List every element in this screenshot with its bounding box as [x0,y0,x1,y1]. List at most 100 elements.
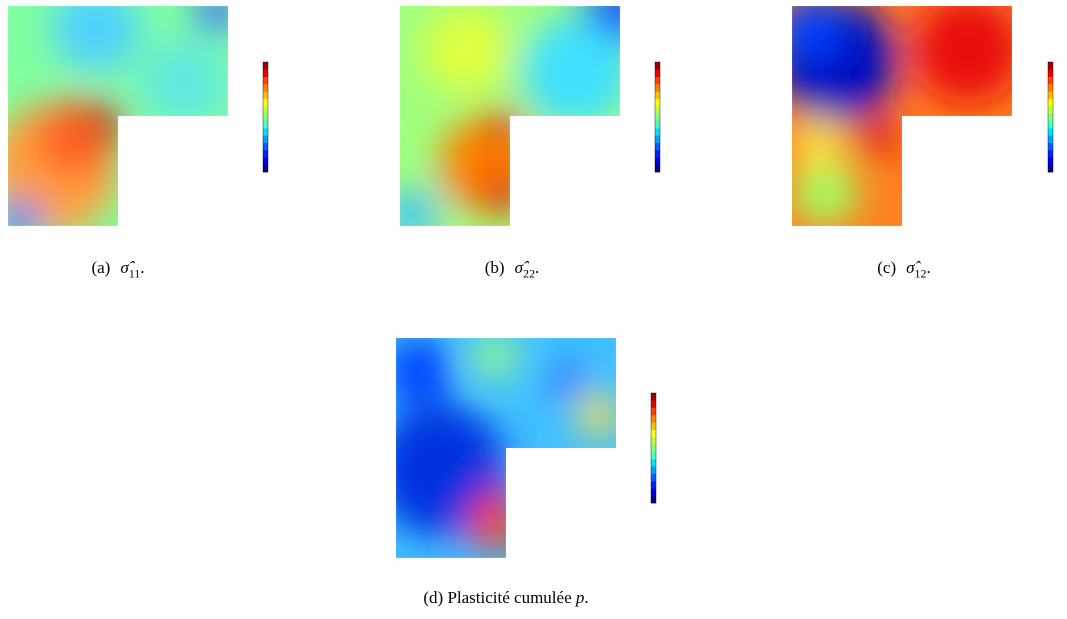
field-blob [8,199,41,226]
field-blob [853,116,898,160]
caption-symbol: σ̂ [514,258,523,277]
colorbar-segment [263,98,268,107]
field-blob [195,6,228,33]
colorbar-segment [263,128,268,136]
colorbar-segment [655,98,660,107]
field-blob [485,109,521,145]
contour-plot [792,6,1054,226]
mesh [396,338,616,558]
colorbar-segment [263,84,268,92]
caption-end: . [926,258,931,277]
colorbar-segment [655,150,660,158]
colorbar-segment [1048,157,1053,165]
caption-label: (d) [423,588,444,607]
contour-plot [400,6,661,226]
colorbar-segment [655,69,660,77]
field-blob [422,6,510,94]
colorbar-frame [650,392,657,504]
colorbar-segment [263,142,268,151]
field-blob [792,115,845,169]
colorbar-segment [655,106,660,114]
field-blob [490,481,513,503]
caption-symbol: σ̂ [120,258,129,277]
caption-subscript: 11 [128,266,141,281]
colorbar-frame [262,61,269,173]
field [8,6,228,226]
mesh [792,6,1012,226]
caption-end: . [584,588,589,607]
caption-label: (b) [484,258,505,277]
colorbar-segment [1048,76,1053,85]
colorbar-segment [263,91,268,99]
field-blob [481,171,526,215]
colorbar-segment [651,459,656,467]
mesh [400,6,620,226]
colorbar-segment [655,142,660,151]
caption-end: . [534,258,540,277]
caption-a: (a) σ̂11. [91,258,144,281]
caption-symbol: σ̂ [906,258,915,277]
colorbar-segment [1048,135,1053,143]
colorbar-segment [651,429,656,438]
colorbar-segment [1048,69,1053,77]
colorbar-segment [651,407,656,416]
colorbar-segment [651,481,656,489]
caption-b: (b) σ̂22. [485,258,539,281]
field-blob [89,105,125,141]
colorbar-segment [263,113,268,121]
field-blob [792,160,858,226]
colorbar-segment [651,400,656,408]
field-blob [473,338,517,378]
caption-subscript: 12 [914,266,927,281]
field-blob [913,6,1012,105]
colorbar-segment [1048,91,1053,99]
field [792,6,1012,226]
colorbar-segment [1048,84,1053,92]
field-blob [400,188,438,226]
colorbar-frame [1047,61,1054,173]
colorbar-segment [651,393,656,401]
colorbar-segment [263,135,268,143]
colorbar-segment [655,164,660,173]
contour-plot [8,6,269,226]
colorbar-segment [1048,62,1053,70]
field-blobs [400,6,620,226]
colorbar-segment [655,120,660,129]
caption-label: (c) [877,258,897,277]
field-blob [521,17,620,127]
colorbar-segment [263,157,268,165]
caption-text: Plasticité cumulée [447,588,572,607]
colorbar-segment [655,157,660,165]
colorbar-segment [1048,150,1053,158]
mesh [8,6,228,226]
colorbar-segment [655,76,660,85]
colorbar-segment [651,444,656,452]
colorbar-segment [1048,113,1053,121]
caption-c: (c) σ̂12. [877,258,931,281]
colorbar-segment [1048,98,1053,107]
field [396,338,616,558]
colorbar-segment [655,135,660,143]
colorbar-segment [651,473,656,482]
field [400,6,620,226]
colorbar-segment [655,91,660,99]
colorbar-segment [263,106,268,114]
colorbar-segment [1048,142,1053,151]
colorbar-segment [263,150,268,158]
colorbar-segment [655,62,660,70]
colorbar-segment [1048,128,1053,136]
field-blob [792,6,843,61]
colorbar-segment [651,466,656,474]
field-blobs [396,338,616,552]
field-blob [396,338,451,404]
contour-plot [396,338,657,558]
caption-variable: p [575,588,585,607]
colorbar-segment [651,488,656,496]
colorbar-segment [651,422,656,430]
colorbar-segment [1048,120,1053,129]
colorbar-frame [654,61,661,173]
field-blob [576,393,616,437]
colorbar-segment [651,415,656,423]
